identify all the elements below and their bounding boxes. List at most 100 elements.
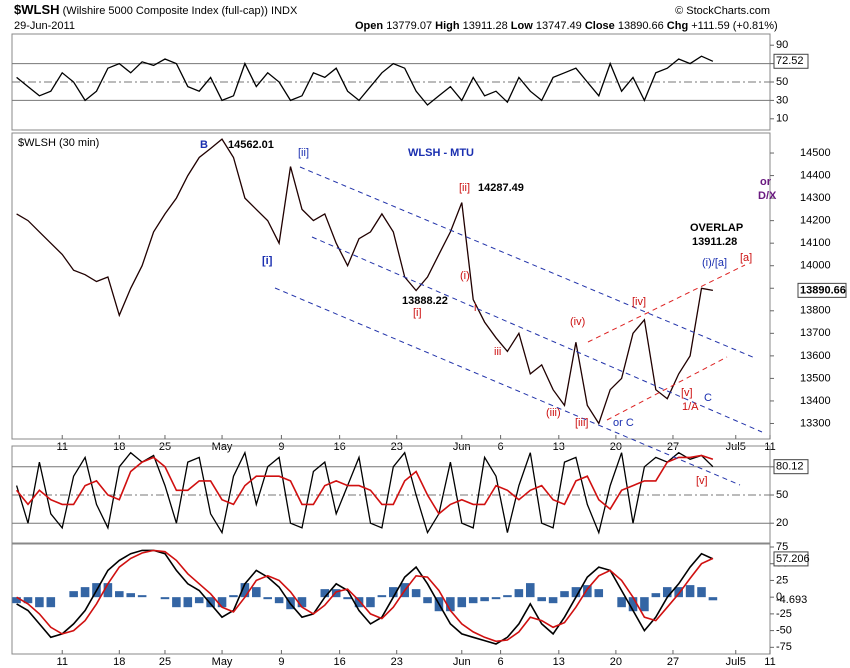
x-tick-label: 13 xyxy=(553,441,565,453)
x-tick-label: 18 xyxy=(113,441,125,453)
last-value-label: 13890.66 xyxy=(800,284,846,296)
histogram-bar xyxy=(331,589,341,598)
channel-line xyxy=(311,236,763,433)
histogram-bar xyxy=(468,597,478,604)
histogram-bar xyxy=(320,589,330,598)
x-tick-label: 20 xyxy=(610,441,622,453)
x-tick-label: 11 xyxy=(57,441,68,453)
x-tick-label: Jun xyxy=(453,441,471,453)
histogram-bar xyxy=(446,597,455,612)
ohlc-label: Open xyxy=(355,20,383,32)
histogram-bar xyxy=(137,595,147,598)
last-value-label: 80.12 xyxy=(776,461,804,473)
annotation: 14287.49 xyxy=(478,182,524,194)
x-tick-label: 16 xyxy=(334,441,346,453)
y-tick-label: 14000 xyxy=(800,260,831,272)
histogram-bar xyxy=(229,595,238,598)
series-line xyxy=(16,55,714,106)
histogram-bar xyxy=(617,597,626,608)
histogram-bar xyxy=(697,587,706,598)
histogram-bar xyxy=(194,597,204,604)
y-tick-label: 14200 xyxy=(800,215,831,227)
histogram-bar xyxy=(126,593,136,598)
annotation: i xyxy=(474,302,476,314)
y-tick-label: 50 xyxy=(776,489,788,501)
channel-line xyxy=(274,287,741,486)
histogram-bar xyxy=(183,597,193,608)
x-tick-label: 20 xyxy=(610,656,622,668)
x-tick-label: Jul5 xyxy=(726,441,746,453)
annotation: 1/A xyxy=(682,401,699,413)
x-tick-label: 9 xyxy=(278,656,284,668)
copyright: © StockCharts.com xyxy=(675,5,770,17)
y-tick-label: 14100 xyxy=(800,237,831,249)
trendlines xyxy=(274,166,763,486)
y-tick-label: 13400 xyxy=(800,395,831,407)
annotation: or C xyxy=(613,417,634,429)
annotation: (iv) xyxy=(570,316,585,328)
annotation: OVERLAP xyxy=(690,222,743,234)
last-value-label: 57.206 xyxy=(776,553,810,565)
annotations: B 14562.01 [ii] WLSH - MTU [ii] 14287.49… xyxy=(200,139,777,487)
x-tick-label: 6 xyxy=(498,656,504,668)
y-tick-label: 14400 xyxy=(800,169,831,181)
panel-frame xyxy=(11,132,771,440)
ohlc-value: 13911.28 xyxy=(463,20,508,32)
annotation: WLSH - MTU xyxy=(408,147,474,159)
histogram-bar xyxy=(537,597,546,602)
histogram-bar xyxy=(685,585,695,598)
annotation: 13888.22 xyxy=(402,295,448,307)
histogram-bar xyxy=(35,597,44,608)
histogram-bar xyxy=(594,589,604,598)
y-tick-label: 13800 xyxy=(800,305,831,317)
histogram-bar xyxy=(480,597,489,602)
change-label: Chg xyxy=(667,20,688,32)
x-tick-label: 9 xyxy=(278,441,284,453)
channel-line xyxy=(606,356,728,421)
x-tick-label: 25 xyxy=(159,656,171,668)
series-line xyxy=(16,549,714,643)
histogram-bar xyxy=(240,583,250,598)
y-tick-label: 50 xyxy=(776,76,788,88)
x-tick-label: 16 xyxy=(334,656,346,668)
annotation: 14562.01 xyxy=(228,139,274,151)
histogram-bar xyxy=(389,587,398,598)
histogram-bar xyxy=(46,597,56,608)
histogram-bar xyxy=(662,587,672,598)
histogram-bar xyxy=(674,587,683,598)
y-tick-label: 90 xyxy=(776,39,788,51)
annotation: [a] xyxy=(740,252,752,264)
histogram-bar xyxy=(103,583,113,598)
histogram-bar xyxy=(297,597,307,608)
annotation: (i)/[a] xyxy=(702,257,727,269)
x-tick-label: 23 xyxy=(391,441,403,453)
ohlc: Open 13779.07 High 13911.28 Low 13747.49… xyxy=(355,20,778,32)
histogram-bar xyxy=(217,597,227,608)
annotation: [v] xyxy=(696,475,708,487)
annotation: (iii) xyxy=(546,407,561,419)
x-tick-label: 6 xyxy=(498,441,504,453)
annotation: [i] xyxy=(262,255,273,267)
series-line xyxy=(16,549,714,645)
y-tick-label: -50 xyxy=(776,625,792,637)
annotation: [iv] xyxy=(632,296,646,308)
histogram-bar xyxy=(206,597,215,608)
x-tick-label: Jul5 xyxy=(726,656,746,668)
channel-line xyxy=(587,264,746,343)
histogram-bar xyxy=(12,597,21,604)
x-tick-label: 23 xyxy=(391,656,403,668)
x-tick-label: 25 xyxy=(159,441,171,453)
date: 29-Jun-2011 xyxy=(14,20,75,32)
ohlc-value: 13779.07 xyxy=(386,20,432,32)
histogram-bar xyxy=(583,585,592,598)
y-tick-label: 0 xyxy=(776,591,782,603)
histogram-bar xyxy=(628,597,638,612)
x-tick-label: May xyxy=(212,441,233,453)
ohlc-value: 13890.66 xyxy=(618,20,664,32)
y-tick-label: 13700 xyxy=(800,327,831,339)
histogram-bar xyxy=(503,595,512,598)
histogram-bar xyxy=(115,591,124,598)
histogram-bar xyxy=(252,587,261,598)
histogram-bar xyxy=(560,591,569,598)
